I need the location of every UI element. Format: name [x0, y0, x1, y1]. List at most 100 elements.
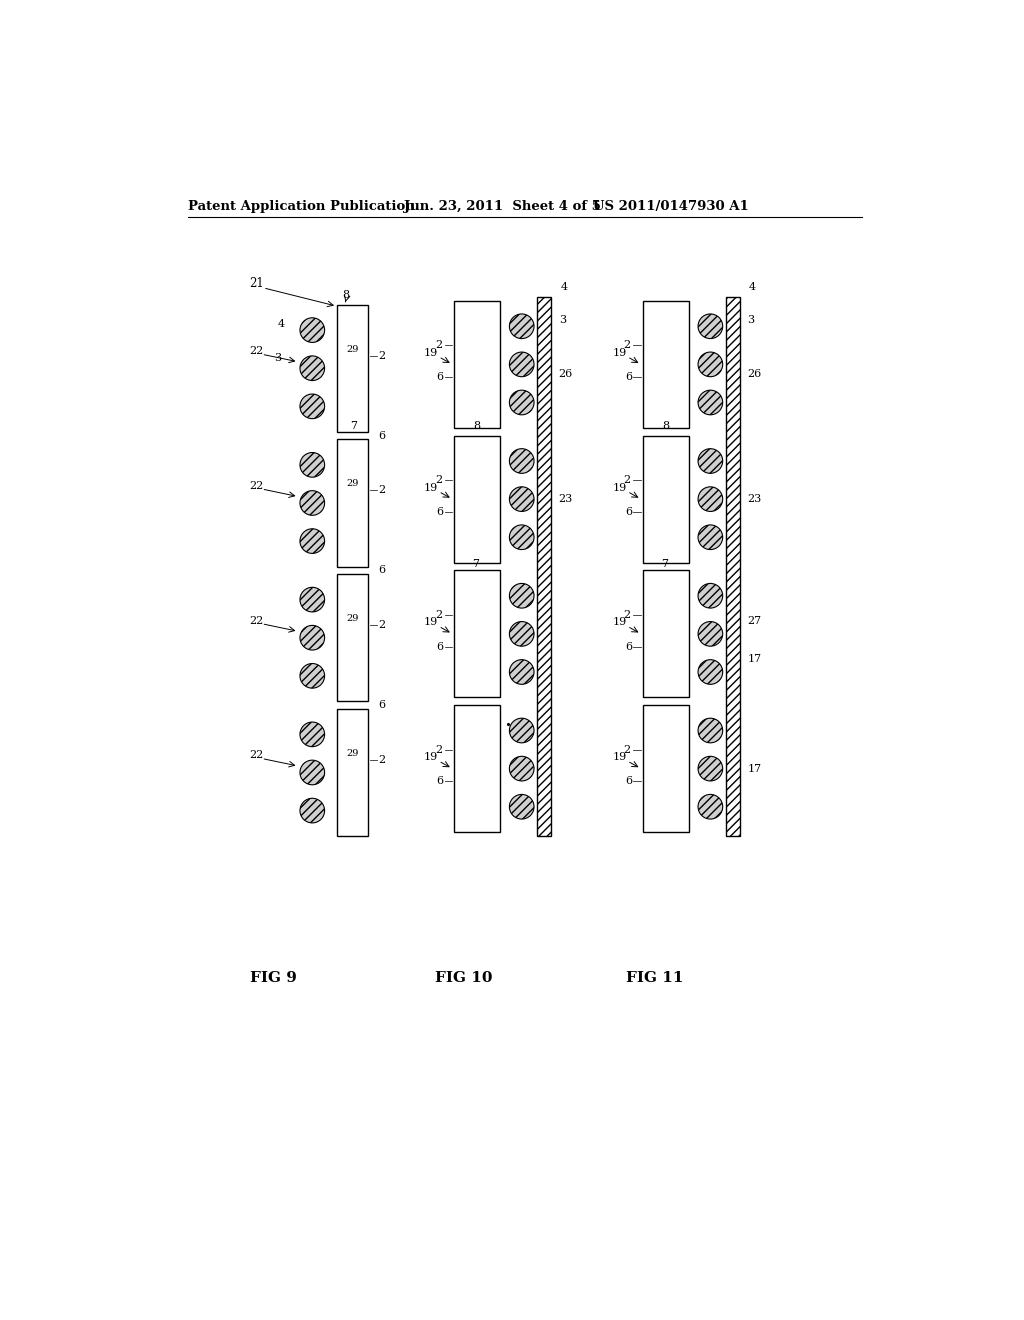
Text: 2: 2	[435, 341, 442, 350]
Text: FIG 9: FIG 9	[250, 972, 297, 986]
Circle shape	[509, 525, 535, 549]
Circle shape	[509, 718, 535, 743]
Text: 19: 19	[612, 483, 627, 492]
Circle shape	[300, 760, 325, 785]
Circle shape	[698, 352, 723, 376]
Text: 27: 27	[748, 616, 762, 626]
Circle shape	[698, 449, 723, 474]
Text: 2: 2	[624, 341, 631, 350]
Bar	[337, 440, 368, 566]
Circle shape	[300, 626, 325, 649]
Text: 2: 2	[378, 620, 385, 630]
Text: 19: 19	[424, 618, 438, 627]
Circle shape	[509, 449, 535, 474]
Text: 7: 7	[472, 560, 479, 569]
Text: 19: 19	[424, 483, 438, 492]
Text: 29: 29	[346, 345, 358, 354]
Text: 22: 22	[249, 615, 263, 626]
Text: 2: 2	[435, 610, 442, 620]
Bar	[538, 297, 551, 836]
Text: FIG 10: FIG 10	[435, 972, 493, 986]
Circle shape	[300, 356, 325, 380]
Text: 6: 6	[378, 700, 385, 710]
Text: 3: 3	[748, 315, 755, 325]
Text: 26: 26	[748, 370, 762, 379]
Circle shape	[698, 487, 723, 511]
Bar	[643, 705, 689, 832]
Text: 6: 6	[436, 642, 443, 652]
Circle shape	[300, 664, 325, 688]
Text: 23: 23	[559, 494, 573, 504]
Circle shape	[509, 352, 535, 376]
Circle shape	[509, 622, 535, 647]
Text: 22: 22	[249, 750, 263, 760]
Circle shape	[509, 756, 535, 781]
Circle shape	[300, 587, 325, 612]
Bar	[454, 570, 500, 697]
Text: 6: 6	[626, 642, 632, 652]
Text: 6: 6	[378, 430, 385, 441]
Text: 26: 26	[559, 370, 573, 379]
Bar	[454, 705, 500, 832]
Text: 4: 4	[749, 282, 756, 292]
Circle shape	[300, 491, 325, 515]
Circle shape	[698, 718, 723, 743]
Text: 6: 6	[626, 372, 632, 381]
Text: 19: 19	[424, 752, 438, 762]
Text: 29: 29	[346, 748, 358, 758]
Circle shape	[300, 529, 325, 553]
Circle shape	[698, 314, 723, 339]
Text: Jun. 23, 2011  Sheet 4 of 5: Jun. 23, 2011 Sheet 4 of 5	[403, 199, 601, 213]
Text: 2: 2	[378, 486, 385, 495]
Text: 4: 4	[560, 282, 567, 292]
Text: 22: 22	[249, 480, 263, 491]
Circle shape	[509, 487, 535, 511]
Text: 8: 8	[473, 421, 480, 432]
Text: 2: 2	[624, 475, 631, 484]
Circle shape	[509, 795, 535, 818]
Bar	[454, 301, 500, 428]
Text: FIG 11: FIG 11	[626, 972, 683, 986]
Circle shape	[509, 660, 535, 684]
Text: 3: 3	[559, 315, 566, 325]
Text: US 2011/0147930 A1: US 2011/0147930 A1	[593, 199, 749, 213]
Circle shape	[698, 756, 723, 781]
Text: 4: 4	[278, 318, 285, 329]
Circle shape	[509, 314, 535, 339]
Circle shape	[509, 391, 535, 414]
Circle shape	[300, 393, 325, 418]
Circle shape	[698, 525, 723, 549]
Text: 2: 2	[378, 755, 385, 764]
Text: 29: 29	[346, 479, 358, 488]
Text: 19: 19	[612, 752, 627, 762]
Circle shape	[698, 391, 723, 414]
Text: 2: 2	[624, 744, 631, 755]
Text: 3: 3	[274, 352, 282, 363]
Text: 7: 7	[350, 421, 357, 430]
Text: 2: 2	[435, 475, 442, 484]
Text: 22: 22	[249, 346, 263, 356]
Text: 8: 8	[663, 421, 670, 432]
Text: 2: 2	[624, 610, 631, 620]
Circle shape	[300, 453, 325, 478]
Text: 6: 6	[378, 565, 385, 576]
Text: 2: 2	[378, 351, 385, 360]
Text: Patent Application Publication: Patent Application Publication	[188, 199, 415, 213]
Text: 7: 7	[660, 560, 668, 569]
Text: 17: 17	[748, 655, 762, 664]
Text: 19: 19	[612, 618, 627, 627]
Text: 19: 19	[424, 348, 438, 358]
Text: 6: 6	[626, 776, 632, 787]
Circle shape	[300, 318, 325, 342]
Bar	[643, 570, 689, 697]
Text: 6: 6	[436, 507, 443, 517]
Text: 8: 8	[343, 290, 350, 301]
Circle shape	[509, 583, 535, 609]
Bar	[337, 305, 368, 432]
Circle shape	[698, 660, 723, 684]
Text: 17: 17	[748, 764, 762, 774]
Bar	[643, 436, 689, 562]
Circle shape	[698, 795, 723, 818]
Text: 6: 6	[436, 776, 443, 787]
Circle shape	[698, 583, 723, 609]
